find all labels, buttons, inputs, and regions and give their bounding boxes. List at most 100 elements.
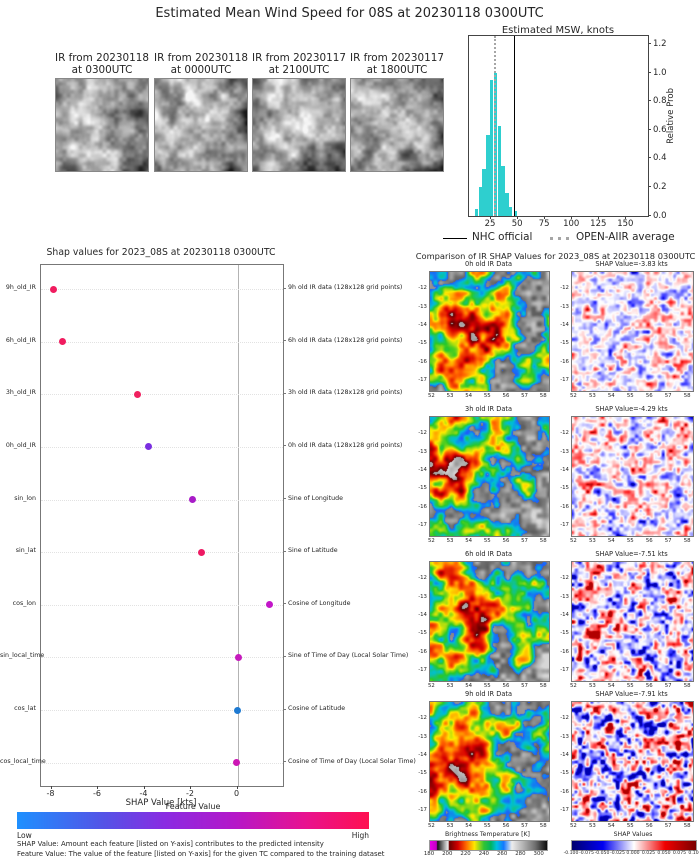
histogram-xtick-label: 125 [590,219,607,229]
shap-panel-ytick-label: -15 [560,340,569,347]
ir-panel-ytick-label: -17 [418,377,427,383]
ir-thumbnail-label-line1: IR from 20230117 [350,52,444,64]
ir-panel-ytick-label: -13 [418,303,427,310]
histogram-xtick-label: 150 [617,219,634,229]
shap-feature-tick-mark [283,708,286,710]
shap-zero-line [237,265,239,786]
ir-panel-ytick-label: -12 [418,715,427,722]
ir-thumbnail-label: IR from 20230118 at 0300UTC [54,52,150,77]
shap-plot-title: Shap values for 2023_08S at 20230118 030… [46,247,276,258]
shap-value-image [571,561,694,682]
comparison-row-3h: 3h old IR Data SHAP Value=-4.29 kts -12 -… [408,404,699,549]
shap-row-gridline [41,657,283,659]
ir-panel-ytick-label: -14 [418,466,427,473]
histogram-xtick-mark [544,216,546,219]
ir-panel-ytick-label: -13 [418,733,427,740]
histogram-ytick-mark [648,100,651,102]
open-aiir-marker-icon [558,237,561,240]
shap-panel-xtick-label: 53 [588,823,596,829]
shap-dot-3h_old_IR [134,390,142,398]
histogram-bar [474,208,479,216]
shap-panel-xtick-label: 54 [607,823,615,829]
shap-panel-xtick-label: 54 [607,393,615,399]
ir-panel-xtick-label: 58 [539,683,547,689]
bt-colorbar-tick-label: 280 [515,851,526,857]
shap-panel-ytick-label: -12 [560,715,569,722]
ir-panel-xtick-label: 56 [502,393,510,399]
shap-colorbar-tick-label: 0.100 [688,851,699,856]
ir-thumbnail-label-line1: IR from 20230118 [55,52,149,64]
shap-feature-description: 3h old IR data (128x128 grid points) [288,389,403,397]
bt-colorbar-tick-label: 240 [478,851,489,857]
shap-panel-xtick-label: 52 [569,393,577,399]
histogram-bar [489,80,494,216]
ir-panel-ytick-label: -17 [418,807,427,813]
shap-panel-title: SHAP Value=-7.91 kts [595,690,668,698]
shap-panel-ytick-label: -14 [560,321,569,328]
feature-value-colorbar-title: Feature Value [165,802,221,811]
shap-dot-sin_local_time [235,653,243,661]
shap-xtick-mark [97,786,98,789]
ir-data-image [429,416,550,537]
shap-panel-ytick-label: -16 [560,788,569,795]
shap-value-image [571,701,694,822]
figure-title: Estimated Mean Wind Speed for 08S at 202… [155,6,544,21]
shap-panel-xtick-label: 53 [588,393,596,399]
shap-feature-tick-mark [283,392,286,394]
shap-xtick-label: -8 [46,789,55,798]
histogram-ytick-label: 0.6 [653,124,667,135]
shap-colorbar-tick-label: 0.050 [657,851,671,856]
shap-panel-ytick-label: -17 [560,807,569,813]
shap-panel-xtick-label: 53 [588,683,596,689]
shap-panel-ytick-label: -13 [560,303,569,310]
histogram-xtick-mark [598,216,600,219]
bt-colorbar-tick-label: 260 [496,851,508,857]
ir-thumbnail-image-3 [350,78,444,172]
histogram-bar [486,134,490,216]
histogram-ytick-mark [648,43,651,45]
nhc-official-label: NHC official [472,231,533,243]
shap-colorbar-tick-label: -0.050 [594,851,610,856]
shap-row-gridline [41,762,283,764]
shap-panel-ytick-label: -13 [560,733,569,740]
histogram-ytick-label: 1.2 [653,39,667,50]
shap-panel-ytick-label: -12 [560,430,569,437]
ir-panel-ytick-label: -15 [418,630,427,637]
histogram-ylabel: Relative Prob [666,88,676,144]
ir-panel-xtick-label: 55 [483,393,491,399]
shap-panel-xtick-label: 54 [607,683,615,689]
bt-colorbar-tick-label: 300 [533,851,544,857]
shap-panel-ytick-label: -16 [560,358,569,365]
ir-panel-title: 3h old IR Data [465,405,512,413]
ir-panel-xtick-label: 54 [465,393,473,399]
shap-dot-cos_lon [265,601,273,609]
histogram-outlier-bar [513,211,518,216]
ir-panel-ytick-label: -16 [418,358,427,365]
ir-panel-ytick-label: -13 [418,593,427,600]
shap-xtick-mark [143,786,145,789]
histogram-bar [478,187,482,216]
ir-panel-title: 9h old IR Data [465,690,512,698]
shap-xtick-mark [50,786,52,789]
shap-panel-xtick-label: 58 [683,823,691,829]
shap-colorbar-tick-label: -0.025 [610,851,625,856]
shap-dot-cos_local_time [232,759,240,767]
shap-panel-ytick-label: -13 [560,448,569,455]
shap-xtick-mark [236,786,238,789]
shap-feature-name: 9h_old_IR [5,284,36,291]
shap-feature-name: 6h_old_IR [5,336,36,344]
shap-xlabel: SHAP Value [kts] [125,798,197,808]
ir-panel-xtick-label: 53 [446,823,454,829]
shap-panel-xtick-label: 55 [626,538,634,544]
shap-panel-xtick-label: 52 [569,538,577,544]
shap-panel-ytick-label: -15 [560,770,569,777]
shap-colorbar-tick-label: 0.025 [641,851,656,856]
shap-panel-xtick-label: 53 [588,538,596,544]
ir-panel-xtick-label: 56 [502,538,510,544]
shap-row-gridline [41,341,283,343]
shap-dot-0h_old_IR [144,443,152,451]
ir-panel-xtick-label: 55 [483,683,491,689]
histogram-xtick-mark [625,216,627,219]
ir-panel-ytick-label: -13 [418,448,427,455]
ir-panel-xtick-label: 57 [521,823,528,829]
